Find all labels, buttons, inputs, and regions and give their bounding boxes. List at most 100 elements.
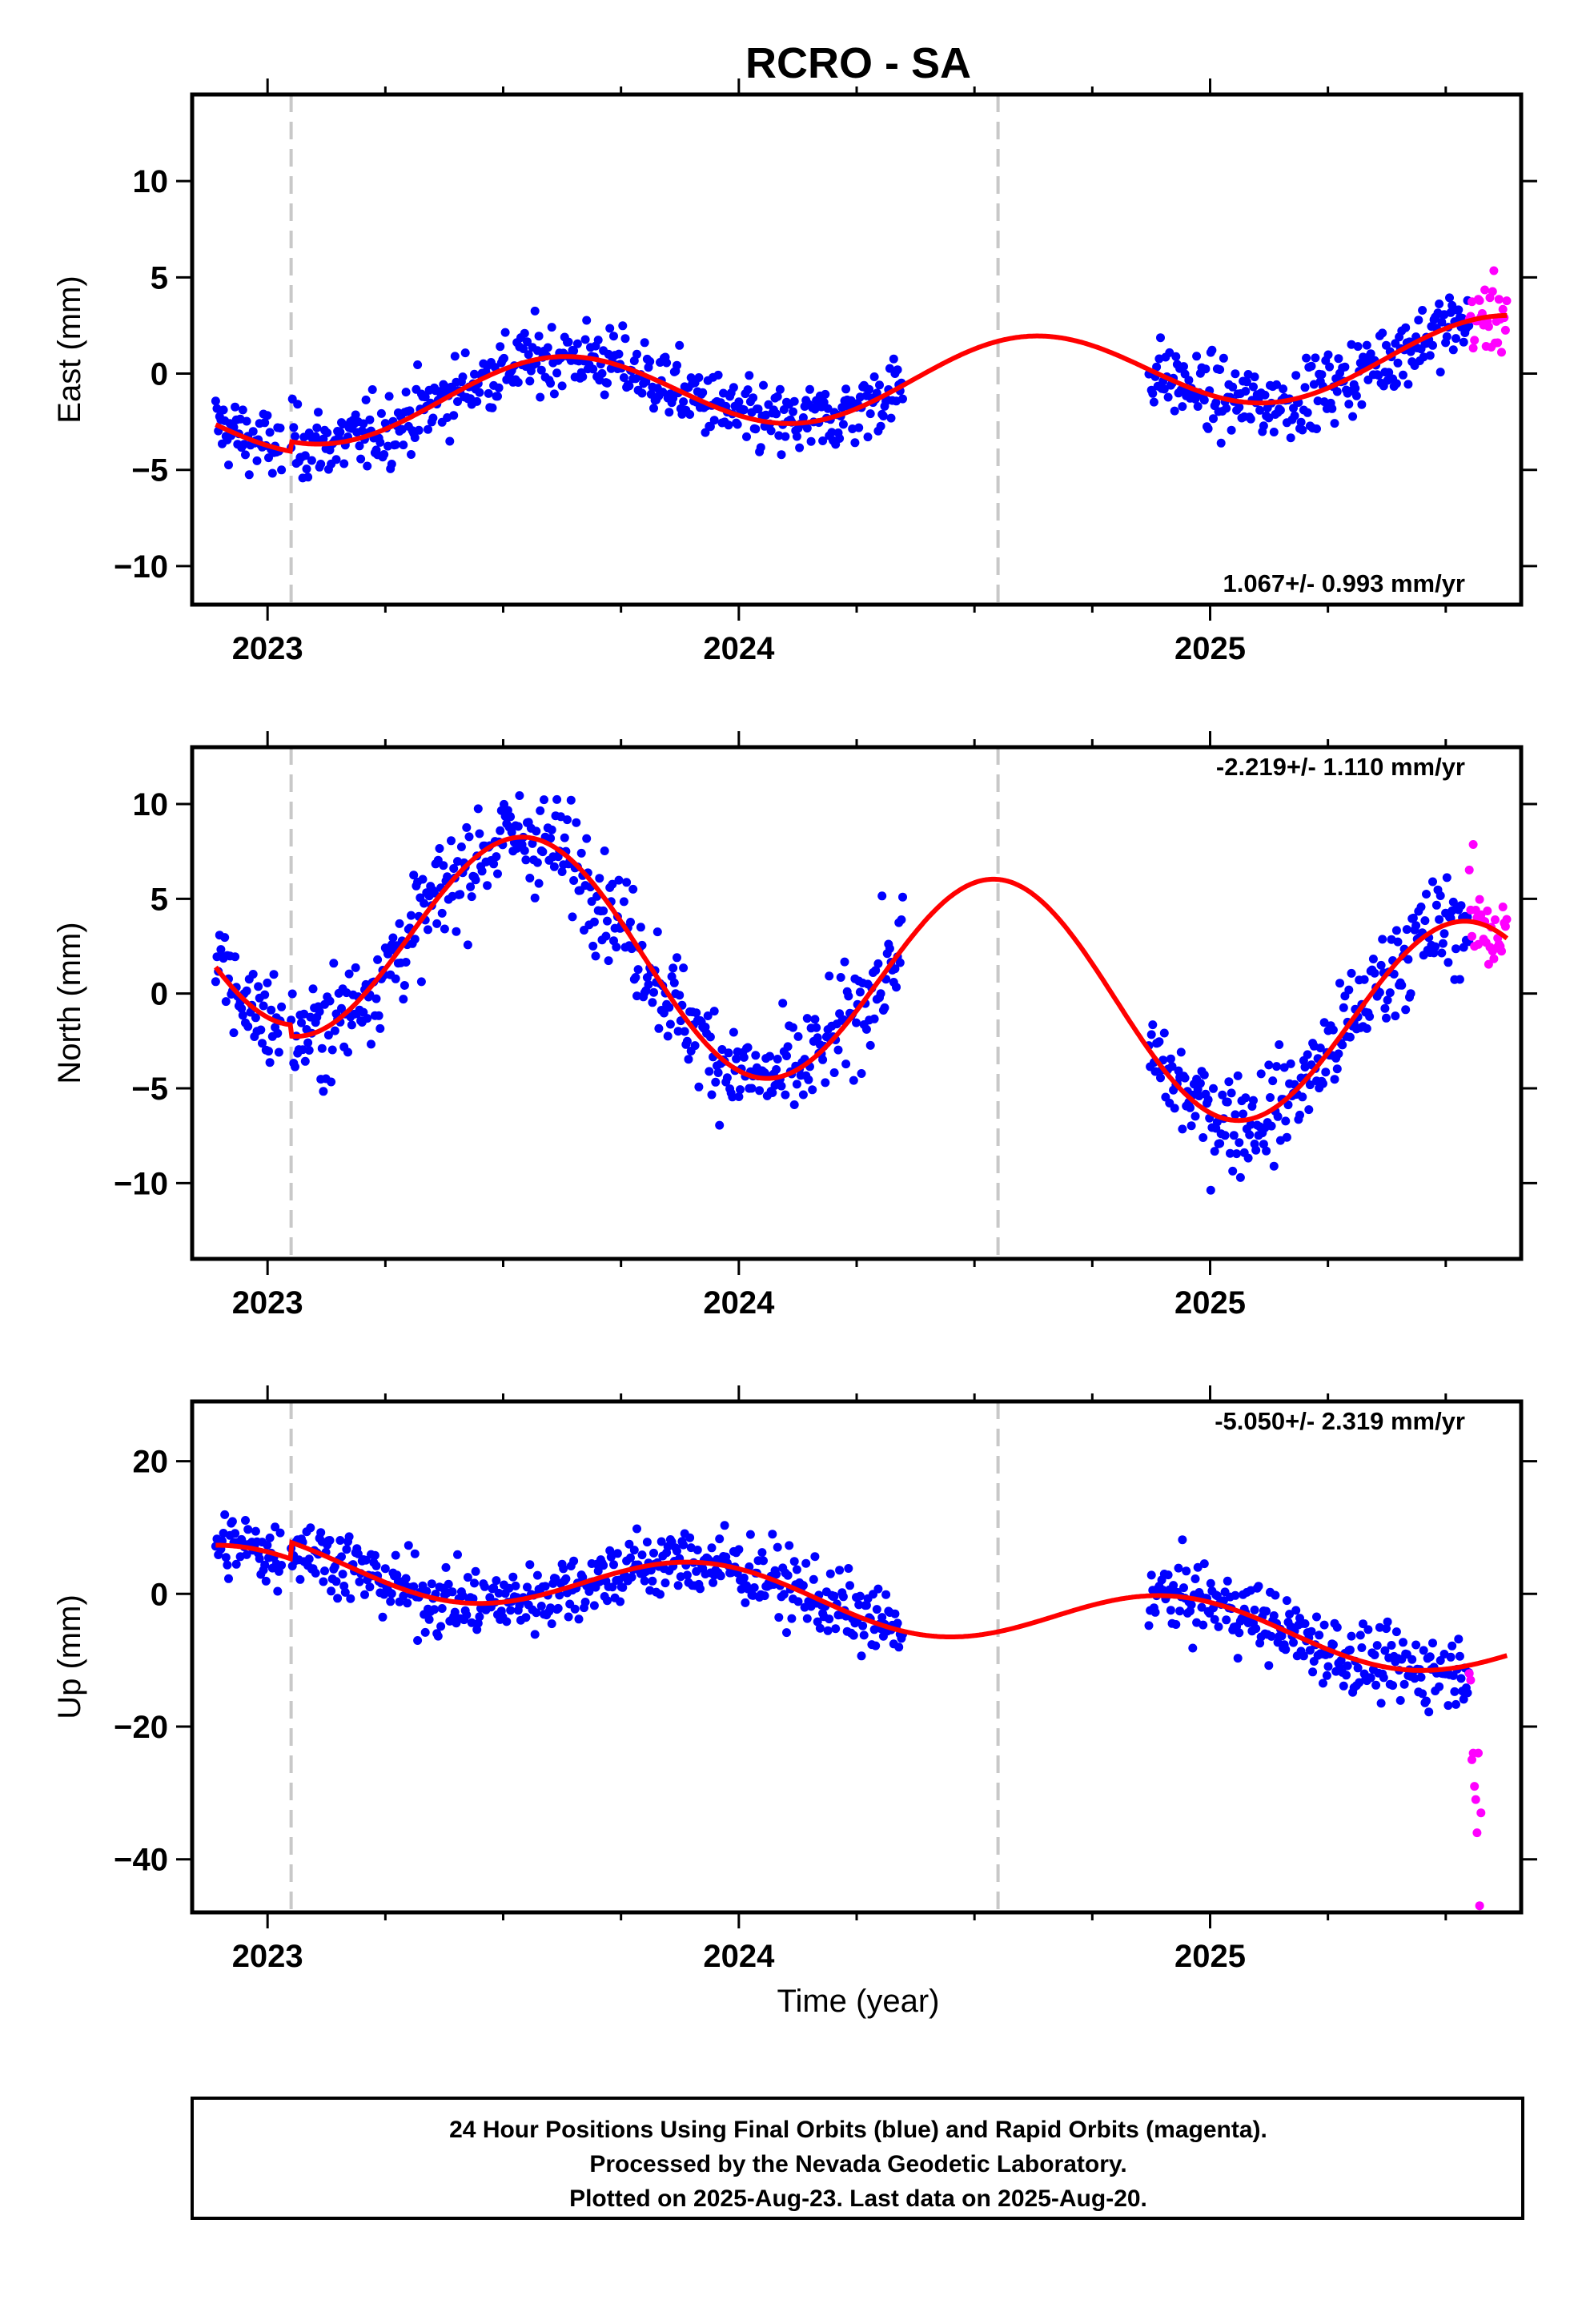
data-point (378, 1612, 387, 1622)
data-point (600, 390, 609, 400)
data-point (739, 1052, 749, 1062)
data-point (1382, 1624, 1391, 1634)
data-point (1239, 1109, 1248, 1119)
data-point (445, 436, 455, 446)
data-point (679, 1540, 689, 1550)
y-tick-label: −20 (114, 1710, 168, 1745)
north-panel: 2023 2024 2025 −10 −5 0 5 10 North (mm) -2.219+/-… (52, 731, 1537, 1321)
data-point (1480, 285, 1490, 295)
data-point (379, 450, 389, 459)
data-point (584, 1586, 594, 1596)
data-point (401, 388, 411, 397)
data-point (1233, 1071, 1243, 1080)
data-point (475, 388, 484, 397)
data-point (605, 324, 615, 333)
data-point (783, 1570, 793, 1580)
data-point (637, 1550, 647, 1560)
data-point (889, 354, 898, 364)
data-point (520, 846, 529, 855)
data-point (641, 376, 651, 386)
data-point (1201, 364, 1211, 374)
data-point (413, 360, 423, 369)
data-point (492, 852, 501, 862)
data-point (1291, 1606, 1301, 1615)
data-point (468, 1594, 478, 1603)
data-point (759, 1556, 768, 1566)
data-point (1393, 358, 1403, 368)
data-point (604, 956, 613, 966)
data-point (640, 1576, 649, 1586)
data-point (812, 1023, 821, 1032)
data-point (532, 826, 541, 836)
data-point (739, 405, 749, 415)
data-point (462, 1610, 472, 1620)
data-point (880, 1003, 889, 1012)
data-point (1502, 296, 1512, 306)
data-point (716, 1571, 725, 1581)
data-point (1148, 388, 1158, 398)
data-point (316, 460, 326, 468)
data-point (1262, 1146, 1271, 1156)
data-point (1259, 421, 1268, 431)
data-point (525, 1560, 535, 1570)
data-point (351, 963, 360, 972)
data-point (452, 927, 461, 936)
data-point (355, 441, 364, 451)
data-point (475, 1612, 484, 1622)
data-point (420, 899, 429, 908)
data-point (248, 427, 258, 436)
data-point (733, 420, 742, 429)
data-point (589, 917, 599, 927)
data-point (1391, 1627, 1401, 1637)
data-point (857, 1069, 866, 1078)
data-point (709, 1007, 719, 1016)
data-point (221, 997, 231, 1007)
data-point (597, 368, 607, 378)
data-point (608, 879, 617, 889)
data-point (488, 403, 497, 412)
data-point (873, 1584, 883, 1594)
data-point (361, 1555, 371, 1565)
data-point (793, 1031, 803, 1041)
data-point (375, 1023, 385, 1033)
data-point (1383, 1617, 1392, 1626)
data-point (1281, 1116, 1291, 1126)
data-point (1393, 937, 1403, 947)
data-point (271, 1522, 280, 1532)
data-point (838, 1592, 848, 1602)
data-point (1207, 345, 1217, 355)
data-points (211, 1510, 1486, 1911)
data-point (894, 1642, 904, 1652)
data-point (492, 1576, 501, 1586)
data-point (376, 408, 386, 418)
data-point (1321, 1068, 1331, 1077)
data-point (1289, 404, 1298, 413)
data-point (1370, 1651, 1379, 1659)
data-point (552, 794, 562, 804)
data-point (496, 342, 505, 352)
data-point (1302, 353, 1311, 363)
data-point (1219, 353, 1228, 363)
data-point (1211, 398, 1221, 408)
data-point (1206, 1185, 1215, 1195)
data-point (1220, 1131, 1230, 1140)
data-point (673, 1027, 683, 1036)
data-point (1241, 1093, 1251, 1103)
data-point (519, 344, 528, 353)
caption-line-3: Plotted on 2025-Aug-23. Last data on 202… (569, 2185, 1147, 2212)
data-point (1317, 370, 1327, 380)
data-point (1399, 1638, 1407, 1647)
data-point (854, 1600, 864, 1610)
data-point (773, 1055, 782, 1063)
data-point (275, 1528, 285, 1538)
data-point (729, 383, 738, 392)
data-point (673, 1581, 683, 1590)
data-point (1231, 369, 1240, 379)
data-point (768, 1088, 777, 1097)
data-point (648, 1576, 657, 1586)
y-tick-label: −10 (114, 1166, 168, 1201)
data-point (1171, 352, 1181, 361)
data-point (1210, 1614, 1219, 1624)
data-point (317, 1043, 327, 1053)
